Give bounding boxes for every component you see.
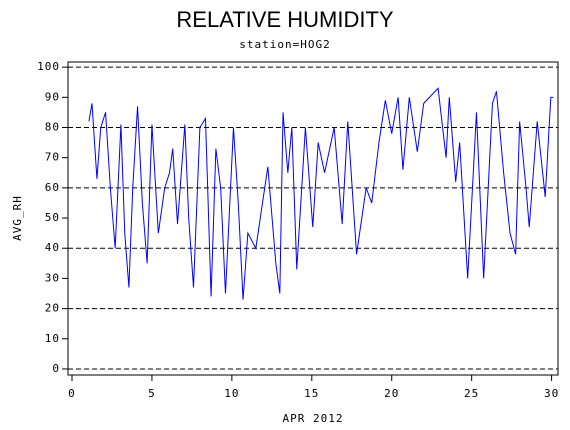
data-line <box>88 87 554 300</box>
y-tick-label: 30 <box>45 271 60 284</box>
y-tick-label: 60 <box>45 181 60 194</box>
y-tick-label: 10 <box>45 332 60 345</box>
x-axis-label: APR 2012 <box>283 412 344 425</box>
x-tick-label: 20 <box>384 387 399 400</box>
y-tick-label: 90 <box>45 90 60 103</box>
x-tick-label: 30 <box>544 387 559 400</box>
y-tick-label: 0 <box>52 362 60 375</box>
x-tick-label: 15 <box>304 387 319 400</box>
y-tick-label: 70 <box>45 151 60 164</box>
chart-title: RELATIVE HUMIDITY <box>176 7 394 32</box>
y-tick-label: 20 <box>45 302 60 315</box>
x-tick-label: 25 <box>464 387 479 400</box>
y-tick-label: 50 <box>45 211 60 224</box>
y-axis-label: AVG_RH <box>11 195 24 241</box>
y-tick-label: 40 <box>45 241 60 254</box>
y-tick-label: 100 <box>37 60 60 73</box>
y-tick-label: 80 <box>45 120 60 133</box>
x-tick-label: 10 <box>224 387 239 400</box>
chart-subtitle: station=HOG2 <box>239 38 330 51</box>
x-tick-label: 5 <box>148 387 156 400</box>
x-tick-label: 0 <box>68 387 76 400</box>
